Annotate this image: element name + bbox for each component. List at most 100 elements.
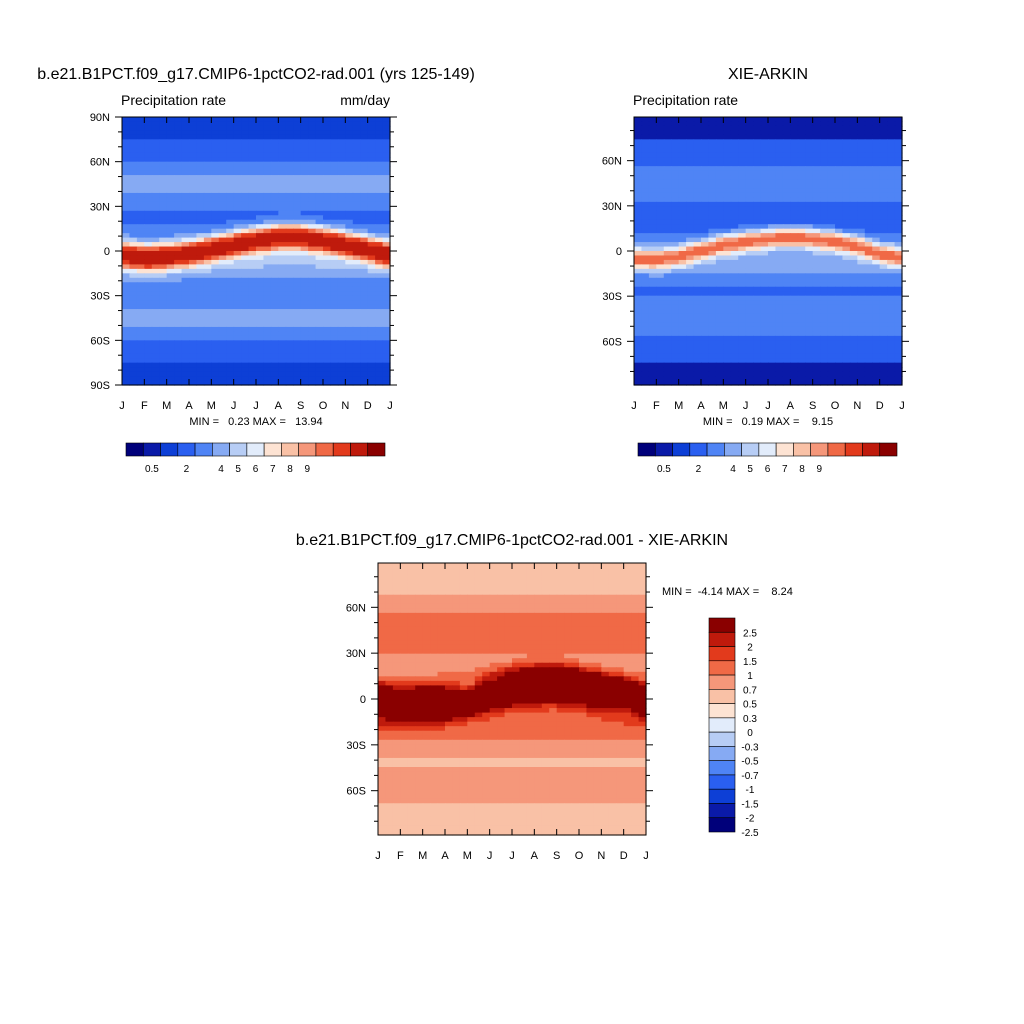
heatmap-cell xyxy=(248,192,257,198)
heatmap-cell xyxy=(760,331,769,337)
heatmap-cell xyxy=(872,157,881,163)
heatmap-cell xyxy=(189,192,198,198)
heatmap-cell xyxy=(367,121,376,127)
heatmap-cell xyxy=(715,380,724,386)
heatmap-cell xyxy=(730,326,739,332)
heatmap-cell xyxy=(136,170,145,176)
heatmap-cell xyxy=(218,291,227,297)
heatmap-cell xyxy=(226,157,235,163)
heatmap-cell xyxy=(270,362,279,368)
heatmap-cell xyxy=(634,286,643,292)
heatmap-cell xyxy=(745,362,754,368)
heatmap-cell xyxy=(278,166,287,172)
heatmap-cell xyxy=(634,152,643,158)
heatmap-cell xyxy=(415,563,424,569)
heatmap-cell xyxy=(323,255,332,261)
heatmap-cell xyxy=(849,233,858,239)
heatmap-cell xyxy=(678,286,687,292)
heatmap-cell xyxy=(211,326,220,332)
heatmap-cell xyxy=(753,322,762,328)
heatmap-cell xyxy=(136,233,145,239)
heatmap-cell xyxy=(203,224,212,230)
heatmap-cell xyxy=(474,599,483,605)
heatmap-cell xyxy=(782,188,791,194)
heatmap-cell xyxy=(656,134,665,140)
heatmap-cell xyxy=(879,273,888,279)
heatmap-cell xyxy=(218,170,227,176)
heatmap-cell xyxy=(648,291,657,297)
heatmap-cell xyxy=(715,134,724,140)
heatmap-cell xyxy=(467,585,476,591)
heatmap-cell xyxy=(437,608,446,614)
heatmap-cell xyxy=(701,277,710,283)
heatmap-cell xyxy=(693,125,702,131)
heatmap-cell xyxy=(352,344,361,350)
heatmap-cell xyxy=(842,210,851,216)
heatmap-cell xyxy=(300,121,309,127)
heatmap-cell xyxy=(144,125,153,131)
heatmap-cell xyxy=(360,233,369,239)
heatmap-cell xyxy=(556,599,565,605)
heatmap-cell xyxy=(730,331,739,337)
heatmap-cell xyxy=(226,117,235,123)
heatmap-cell xyxy=(144,331,153,337)
heatmap-cell xyxy=(278,349,287,355)
heatmap-cell xyxy=(812,349,821,355)
heatmap-cell xyxy=(768,273,777,279)
heatmap-cell xyxy=(723,344,732,350)
heatmap-cell xyxy=(827,259,836,265)
heatmap-cell xyxy=(360,152,369,158)
heatmap-cell xyxy=(122,313,131,319)
heatmap-cell xyxy=(241,291,250,297)
heatmap-cell xyxy=(641,237,650,243)
heatmap-cell xyxy=(166,143,175,149)
heatmap-cell xyxy=(159,376,168,382)
heatmap-cell xyxy=(686,362,695,368)
heatmap-cell xyxy=(226,367,235,373)
y-tick-label: 60S xyxy=(602,336,622,348)
heatmap-cell xyxy=(701,134,710,140)
heatmap-cell xyxy=(375,237,384,243)
heatmap-cell xyxy=(738,246,747,252)
heatmap-cell xyxy=(122,179,131,185)
heatmap-cell xyxy=(894,246,903,252)
heatmap-cell xyxy=(159,117,168,123)
heatmap-cell xyxy=(745,161,754,167)
heatmap-cell xyxy=(278,268,287,274)
heatmap-cell xyxy=(835,353,844,359)
colorbar-swatch xyxy=(654,442,673,457)
heatmap-cell xyxy=(352,242,361,248)
heatmap-cell xyxy=(129,215,138,221)
heatmap-cell xyxy=(760,125,769,131)
heatmap-cell xyxy=(330,210,339,216)
heatmap-cell xyxy=(285,282,294,288)
heatmap-cell xyxy=(586,612,595,618)
heatmap-cell xyxy=(678,184,687,190)
heatmap-cell xyxy=(337,242,346,248)
heatmap-cell xyxy=(634,233,643,239)
heatmap-cell xyxy=(715,358,724,364)
heatmap-cell xyxy=(872,349,881,355)
heatmap-cell xyxy=(285,251,294,257)
heatmap-cell xyxy=(211,340,220,346)
heatmap-cell xyxy=(894,344,903,350)
heatmap-cell xyxy=(827,161,836,167)
heatmap-cell xyxy=(601,599,610,605)
heatmap-cell xyxy=(300,277,309,283)
heatmap-cell xyxy=(174,152,183,158)
heatmap-cell xyxy=(345,335,354,341)
heatmap-cell xyxy=(233,201,242,207)
heatmap-cell xyxy=(708,313,717,319)
heatmap-cell xyxy=(308,259,317,265)
heatmap-cell xyxy=(671,380,680,386)
heatmap-cell xyxy=(263,273,272,279)
heatmap-cell xyxy=(894,309,903,315)
heatmap-cell xyxy=(686,376,695,382)
heatmap-cell xyxy=(738,188,747,194)
heatmap-cell xyxy=(768,376,777,382)
heatmap-cell xyxy=(166,282,175,288)
heatmap-cell xyxy=(422,608,431,614)
heatmap-cell xyxy=(715,273,724,279)
heatmap-cell xyxy=(663,224,672,230)
heatmap-cell xyxy=(211,192,220,198)
